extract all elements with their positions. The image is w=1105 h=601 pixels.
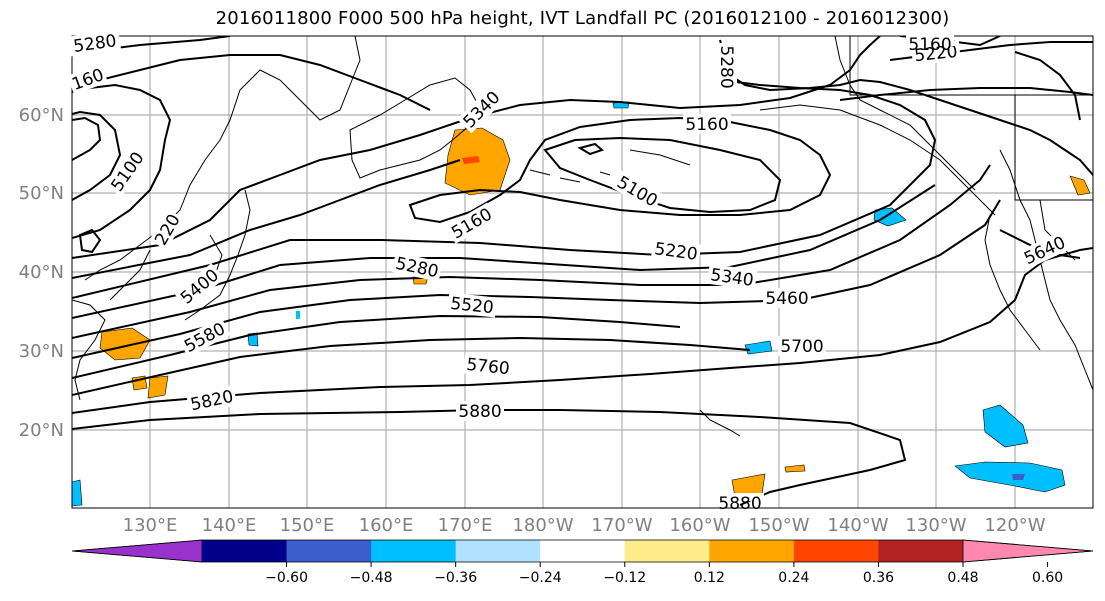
colorbar-segment bbox=[540, 540, 626, 562]
lon-label: 170°W bbox=[591, 515, 652, 536]
lat-label: 50°N bbox=[19, 183, 64, 204]
contour-label: 5760 bbox=[465, 355, 510, 379]
colorbar-tick-label: 0.60 bbox=[1032, 570, 1063, 586]
contour-label: 5520 bbox=[449, 294, 494, 318]
colorbar-extend-low bbox=[71, 539, 203, 563]
lon-label: 120°W bbox=[984, 515, 1045, 536]
lat-label: 60°N bbox=[19, 105, 64, 126]
contour-label: 5460 bbox=[765, 289, 808, 309]
colorbar-ticks: −0.60 −0.48 −0.36 −0.24 −0.12 0.12 0.24 0.36 0.4… bbox=[265, 562, 1063, 586]
longitude-labels: 130°E 140°E 150°E 160°E 170°E 180°W 170°… bbox=[123, 515, 1046, 536]
contour-label: 5700 bbox=[780, 337, 823, 357]
colorbar-tick-label: 0.24 bbox=[778, 570, 809, 586]
contour-label: 5880 bbox=[718, 494, 761, 514]
colorbar-tick-label: 0.12 bbox=[694, 570, 725, 586]
colorbar-segment bbox=[793, 540, 879, 562]
lon-label: 160°E bbox=[359, 515, 414, 536]
colorbar-segment bbox=[286, 540, 372, 562]
colorbar-segment bbox=[878, 540, 964, 562]
lat-label: 40°N bbox=[19, 262, 64, 283]
colorbar-segment bbox=[624, 540, 710, 562]
lon-label: 140°W bbox=[827, 515, 888, 536]
colorbar-tick-label: 0.36 bbox=[863, 570, 894, 586]
map-title: 2016011800 F000 500 hPa height, IVT Land… bbox=[215, 8, 950, 29]
colorbar-segment bbox=[371, 540, 457, 562]
lon-label: 150°E bbox=[280, 515, 335, 536]
lon-label: 160°W bbox=[669, 515, 730, 536]
lat-label: 30°N bbox=[19, 341, 64, 362]
lon-label: 170°E bbox=[438, 515, 493, 536]
colorbar-tick-label: 0.48 bbox=[947, 570, 978, 586]
contour-label: 5280 bbox=[716, 45, 736, 88]
contour-label: 5160 bbox=[685, 115, 728, 135]
lon-label: 140°E bbox=[202, 515, 257, 536]
colorbar-extend-high bbox=[962, 539, 1094, 563]
colorbar-segment bbox=[709, 540, 795, 562]
latitude-labels: 60°N 50°N 40°N 30°N 20°N bbox=[19, 105, 64, 441]
ivt-anomaly-patches bbox=[72, 101, 1091, 507]
lon-label: 130°W bbox=[905, 515, 966, 536]
contour-label: 5160 bbox=[908, 35, 951, 55]
contour-label: 5880 bbox=[458, 402, 501, 422]
colorbar-tick-label: −0.12 bbox=[603, 570, 646, 586]
colorbar-segments bbox=[71, 539, 1094, 563]
height-contours bbox=[72, 36, 1093, 506]
coastlines bbox=[72, 36, 1093, 437]
colorbar-tick-label: −0.60 bbox=[265, 570, 308, 586]
colorbar-tick-label: −0.24 bbox=[519, 570, 562, 586]
lon-label: 180°W bbox=[512, 515, 573, 536]
colorbar-tick-label: −0.48 bbox=[350, 570, 393, 586]
lon-label: 150°W bbox=[748, 515, 809, 536]
colorbar: −0.60 −0.48 −0.36 −0.24 −0.12 0.12 0.24 0.36 0.4… bbox=[71, 539, 1094, 586]
colorbar-tick-label: −0.36 bbox=[434, 570, 477, 586]
colorbar-segment bbox=[202, 540, 288, 562]
lat-label: 20°N bbox=[19, 420, 64, 441]
lon-label: 130°E bbox=[123, 515, 178, 536]
colorbar-outline bbox=[71, 539, 1094, 563]
map-frame bbox=[71, 35, 1094, 509]
colorbar-segment bbox=[455, 540, 541, 562]
